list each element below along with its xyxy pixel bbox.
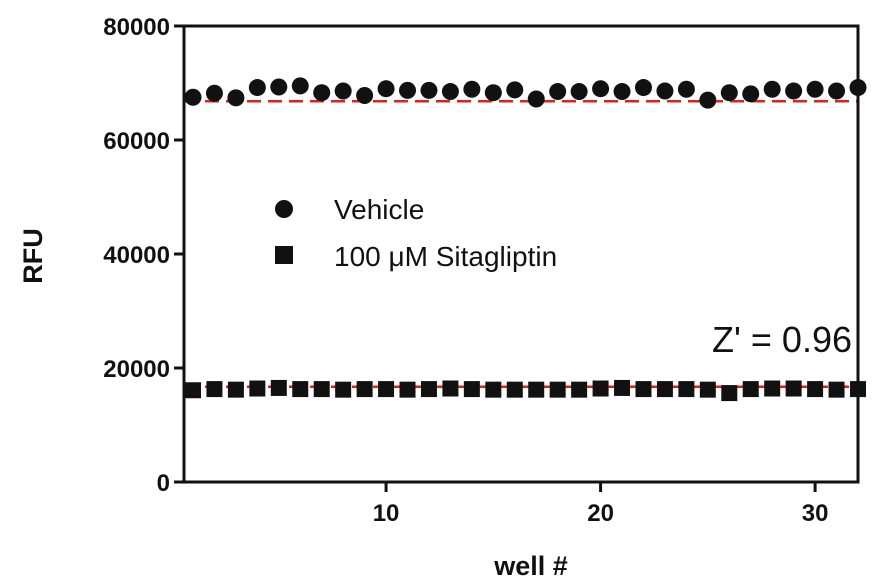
z-prime-annotation: Z' = 0.96 — [712, 319, 852, 360]
x-axis: 10 20 30 — [373, 482, 829, 527]
vehicle-point — [420, 81, 438, 99]
legend-label-vehicle: Vehicle — [334, 194, 424, 225]
sitagliptin-point — [206, 381, 223, 398]
sitagliptin-point — [442, 380, 459, 397]
sitagliptin-point — [699, 381, 716, 398]
sitagliptin-point — [185, 382, 201, 399]
sitagliptin-point — [828, 381, 845, 398]
sitagliptin-point — [378, 381, 395, 398]
sitagliptin-point — [571, 381, 588, 398]
vehicle-point — [484, 84, 502, 102]
vehicle-point — [313, 84, 331, 102]
legend: Vehicle 100 μM Sitagliptin — [275, 194, 557, 272]
sitagliptin-point — [227, 381, 244, 398]
vehicle-point — [463, 80, 481, 98]
vehicle-point — [248, 79, 266, 97]
sitagliptin-point — [335, 381, 352, 398]
sitagliptin-point — [678, 381, 695, 398]
sitagliptin-point — [807, 381, 824, 398]
sitagliptin-point — [742, 381, 759, 398]
legend-label-sitagliptin: 100 μM Sitagliptin — [334, 241, 557, 272]
sitagliptin-point — [356, 381, 373, 398]
sitagliptin-point — [764, 380, 781, 397]
vehicle-point — [227, 89, 245, 107]
sitagliptin-point — [270, 379, 287, 396]
y-tick-label: 80000 — [103, 14, 170, 41]
vehicle-point — [613, 83, 631, 101]
legend-marker-vehicle — [275, 200, 293, 218]
vehicle-point — [184, 88, 202, 106]
vehicle-point — [527, 90, 545, 108]
vehicle-point — [356, 87, 374, 105]
x-tick-label: 30 — [802, 500, 829, 527]
vehicle-point — [634, 79, 652, 97]
vehicle-point — [785, 82, 803, 100]
reference-lines — [184, 99, 858, 484]
vehicle-point — [656, 82, 674, 100]
vehicle-point — [720, 84, 738, 102]
vehicle-point — [377, 80, 395, 98]
x-tick-label: 20 — [587, 500, 614, 527]
vehicle-point — [334, 82, 352, 100]
sitagliptin-point — [635, 381, 652, 398]
y-tick-label: 40000 — [103, 242, 170, 269]
series-layer — [184, 77, 867, 402]
vehicle-point — [399, 81, 417, 99]
sitagliptin-point — [614, 379, 631, 396]
vehicle-point — [270, 78, 288, 96]
sitagliptin-point — [528, 381, 545, 398]
x-tick-label: 10 — [373, 500, 400, 527]
sitagliptin-point — [420, 381, 437, 398]
vehicle-point — [742, 85, 760, 103]
sitagliptin-point — [549, 381, 566, 398]
sitagliptin-point — [656, 381, 673, 398]
y-tick-label: 60000 — [103, 128, 170, 155]
sitagliptin-point — [249, 380, 266, 397]
vehicle-point — [549, 83, 567, 101]
x-axis-title: well # — [493, 551, 568, 581]
vehicle-point — [699, 91, 717, 109]
legend-marker-sitagliptin — [275, 246, 293, 264]
y-tick-label: 20000 — [103, 356, 170, 383]
sitagliptin-point — [592, 380, 609, 397]
vehicle-point — [506, 81, 524, 99]
vehicle-point — [828, 82, 846, 100]
vehicle-point — [441, 83, 459, 101]
y-axis: 0 20000 40000 60000 80000 — [103, 14, 184, 497]
y-tick-label: 0 — [157, 470, 170, 497]
vehicle-point — [677, 80, 695, 98]
vehicle-point — [570, 83, 588, 101]
y-axis-title: RFU — [18, 228, 48, 284]
sitagliptin-point — [292, 381, 309, 398]
sitagliptin-point — [506, 381, 523, 398]
sitagliptin-point — [785, 380, 802, 397]
sitagliptin-point — [463, 381, 480, 398]
sitagliptin-point — [399, 381, 416, 398]
sitagliptin-point — [721, 385, 738, 402]
vehicle-point — [205, 84, 223, 102]
vehicle-point — [763, 80, 781, 98]
sitagliptin-point — [485, 381, 502, 398]
vehicle-point — [291, 77, 309, 95]
sitagliptin-point — [313, 381, 330, 398]
vehicle-point — [592, 80, 610, 98]
vehicle-point — [806, 80, 824, 98]
